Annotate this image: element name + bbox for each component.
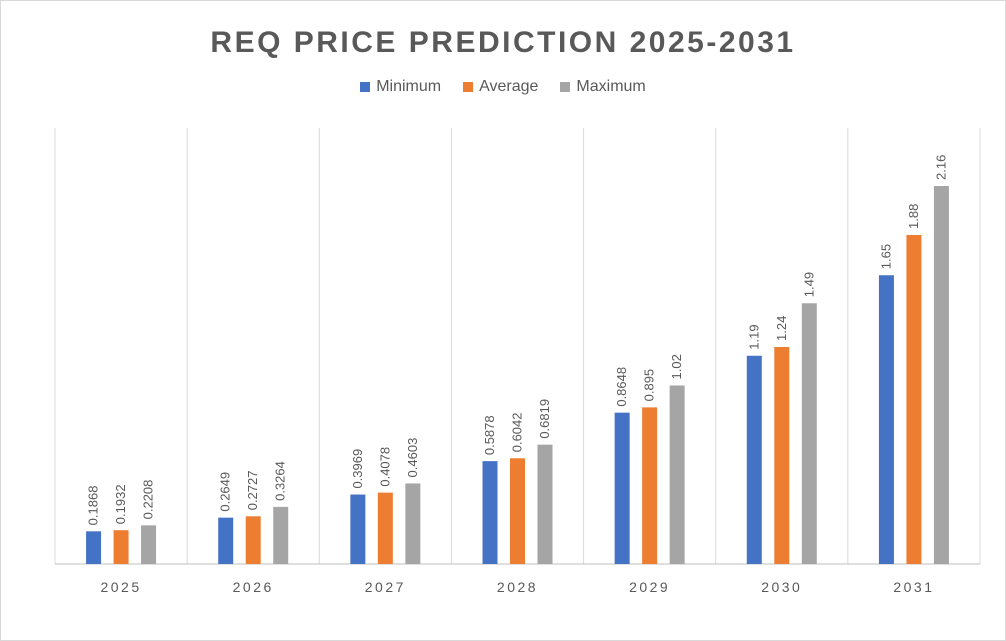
bar-maximum-2027 — [405, 483, 421, 564]
data-label: 0.4603 — [405, 438, 420, 478]
x-tick-label: 2027 — [365, 579, 406, 595]
bar-maximum-2025 — [141, 525, 157, 564]
legend-label: Maximum — [576, 78, 646, 95]
bar-minimum-2031 — [878, 275, 894, 564]
bar-minimum-2030 — [746, 355, 762, 564]
data-label: 0.895 — [642, 369, 657, 402]
bar-average-2025 — [113, 530, 129, 564]
bar-minimum-2026 — [218, 517, 234, 564]
bar-minimum-2029 — [614, 412, 630, 564]
data-label: 0.2649 — [218, 472, 233, 512]
bar-average-2029 — [642, 407, 658, 564]
bar-maximum-2029 — [669, 385, 685, 564]
chart-legend: Minimum Average Maximum — [0, 78, 1006, 96]
data-label: 0.6042 — [510, 412, 525, 452]
x-tick-label: 2030 — [761, 579, 802, 595]
bar-average-2027 — [377, 492, 393, 564]
data-label: 1.19 — [746, 324, 761, 349]
x-tick-label: 2026 — [233, 579, 274, 595]
data-label: 0.1932 — [113, 484, 128, 524]
data-label: 0.2208 — [141, 480, 156, 520]
x-tick-label: 2025 — [100, 579, 141, 595]
chart-title: REQ PRICE PREDICTION 2025-2031 — [210, 26, 796, 59]
data-label: 0.3264 — [273, 461, 288, 501]
data-label: 1.02 — [669, 354, 684, 379]
data-label: 0.5878 — [482, 415, 497, 455]
data-label: 0.3969 — [350, 449, 365, 489]
data-label: 1.88 — [906, 204, 921, 229]
bar-minimum-2027 — [350, 494, 366, 564]
data-label: 0.1868 — [86, 486, 101, 526]
legend-swatch — [360, 82, 371, 92]
x-tick-label: 2029 — [629, 579, 670, 595]
x-tick-label: 2031 — [893, 579, 934, 595]
bar-minimum-2025 — [86, 531, 102, 564]
legend-swatch — [463, 82, 474, 92]
legend-label: Average — [479, 78, 539, 95]
data-label: 1.65 — [878, 244, 893, 269]
legend-item-average: Average — [463, 78, 538, 96]
legend-swatch — [560, 82, 571, 92]
bar-average-2026 — [245, 516, 261, 564]
data-label: 0.6819 — [537, 399, 552, 439]
bar-maximum-2031 — [933, 186, 949, 564]
data-label: 0.4078 — [377, 447, 392, 487]
data-label: 2.16 — [933, 155, 948, 180]
bar-average-2030 — [774, 347, 790, 564]
bar-maximum-2028 — [537, 444, 553, 564]
data-label: 0.2727 — [245, 471, 260, 511]
bar-average-2031 — [906, 235, 922, 564]
bar-maximum-2026 — [273, 506, 289, 564]
bar-minimum-2028 — [482, 461, 498, 564]
legend-label: Minimum — [376, 78, 442, 95]
bar-average-2028 — [510, 458, 525, 564]
legend-item-maximum: Maximum — [560, 78, 646, 96]
x-tick-label: 2028 — [497, 579, 538, 595]
data-label: 1.49 — [801, 272, 816, 297]
legend-item-minimum: Minimum — [360, 78, 441, 96]
bar-maximum-2030 — [801, 303, 817, 564]
data-label: 0.8648 — [614, 367, 629, 407]
data-label: 1.24 — [774, 316, 789, 341]
